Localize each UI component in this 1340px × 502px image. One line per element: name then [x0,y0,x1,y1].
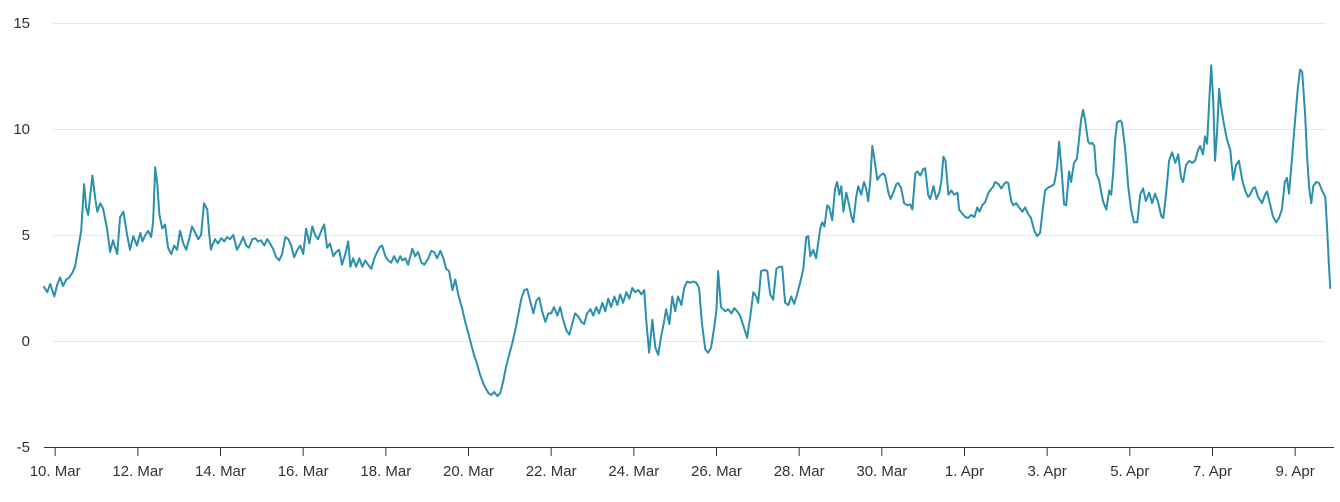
x-axis-label: 10. Mar [30,463,81,480]
y-axis-label: 5 [22,227,30,244]
y-axis-label: -5 [17,439,30,456]
x-axis-label: 28. Mar [774,463,825,480]
x-axis-label: 16. Mar [278,463,329,480]
x-axis-label: 7. Apr [1193,463,1232,480]
x-axis-label: 22. Mar [526,463,577,480]
x-axis-label: 26. Mar [691,463,742,480]
x-axis-label: 18. Mar [360,463,411,480]
x-axis-label: 30. Mar [856,463,907,480]
series-line[interactable] [43,64,1332,398]
x-axis-label: 5. Apr [1110,463,1149,480]
y-axis-label: 0 [22,333,30,350]
x-axis-label: 20. Mar [443,463,494,480]
x-axis-label: 12. Mar [112,463,163,480]
x-axis-label: 3. Apr [1028,463,1067,480]
x-axis-label: 24. Mar [608,463,659,480]
y-axis-label: 15 [13,15,30,32]
x-axis-label: 9. Apr [1276,463,1315,480]
x-axis-label: 14. Mar [195,463,246,480]
y-axis-label: 10 [13,121,30,138]
x-axis-label: 1. Apr [945,463,984,480]
